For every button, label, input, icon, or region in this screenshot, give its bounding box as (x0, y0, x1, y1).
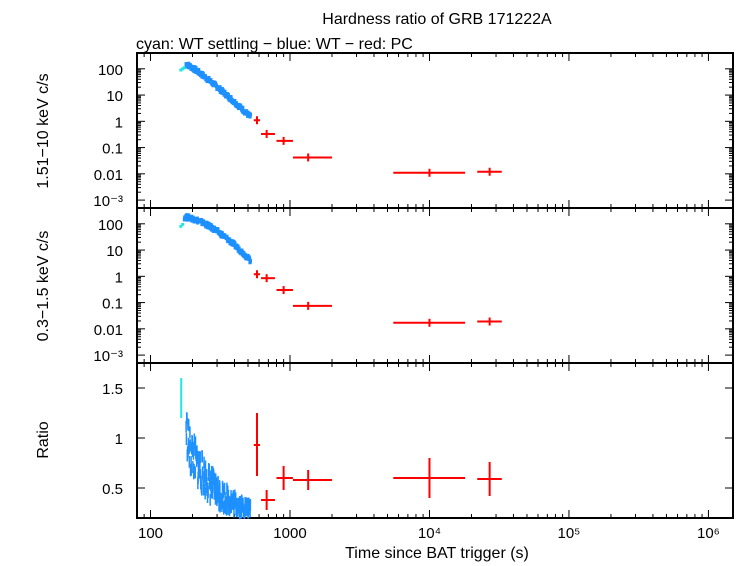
point-wt (225, 234, 229, 239)
point-wt (216, 227, 220, 232)
point-wt-settling (181, 222, 185, 226)
panel-hard: 100 10 1 0.1 0.01 10⁻³ 1.51−10 keV c/s (35, 52, 734, 210)
point-wt-settling (181, 67, 185, 71)
panel-ratio-frame (136, 362, 734, 519)
ytick-label: 0.01 (94, 322, 123, 339)
ytick-label: 1.5 (102, 381, 123, 398)
ytick-label: 100 (98, 217, 123, 234)
point-wt (236, 244, 240, 249)
point-wt (248, 259, 252, 264)
panel-soft: 100 10 1 0.1 0.01 10⁻³ 0.3−1.5 keV c/s (35, 207, 734, 365)
ylabel-soft: 0.3−1.5 keV c/s (35, 231, 52, 342)
point-wt (218, 85, 222, 90)
chart-title: Hardness ratio of GRB 171222A (322, 11, 552, 28)
point-wt (229, 95, 233, 100)
xtick-label: 10⁶ (697, 525, 720, 542)
point-wt (248, 112, 252, 117)
point-wt (226, 93, 230, 98)
xtick-label: 10⁴ (418, 525, 441, 542)
point-wt-settling (182, 66, 186, 70)
point-wt (210, 224, 215, 229)
ytick-label: 10 (106, 88, 123, 105)
chart-subtitle: cyan: WT settling − blue: WT − red: PC (136, 36, 413, 53)
point-wt-settling (179, 224, 183, 228)
ytick-label: 1 (115, 114, 123, 131)
point-wt (207, 75, 211, 80)
point-wt (233, 98, 237, 103)
ytick-label: 10⁻³ (93, 193, 123, 210)
point-wt (248, 114, 252, 119)
point-wt (248, 256, 252, 261)
ytick-label: 0.1 (102, 296, 123, 313)
point-wt (241, 105, 245, 110)
point-wt (194, 66, 198, 71)
point-wt (197, 67, 201, 72)
panel-hard-frame (136, 52, 734, 209)
point-wt (223, 89, 227, 94)
xlabel: Time since BAT trigger (s) (345, 545, 529, 562)
xtick-label: 100 (138, 525, 163, 542)
ytick-label: 1 (115, 431, 123, 448)
point-wt (201, 71, 205, 76)
panel-ratio: 1.5 1 0.5 100 1000 10⁴ 10⁵ 10⁶ Ratio (35, 362, 734, 542)
point-wt (237, 246, 241, 251)
xtick-label: 10⁵ (558, 525, 581, 542)
point-wt (233, 241, 237, 246)
ylabel-ratio: Ratio (35, 421, 52, 458)
point-wt (243, 253, 247, 258)
ytick-label: 10⁻³ (93, 348, 123, 365)
ytick-label: 0.1 (102, 141, 123, 158)
point-wt-settling (179, 68, 183, 72)
point-wt (187, 213, 191, 218)
xtick-label: 1000 (273, 525, 306, 542)
ytick-label: 1 (115, 269, 123, 286)
ytick-label: 0.01 (94, 167, 123, 184)
ytick-label: 100 (98, 62, 123, 79)
point-wt (209, 78, 213, 83)
point-wt (199, 218, 204, 223)
ytick-label: 0.5 (102, 481, 123, 498)
ylabel-hard: 1.51−10 keV c/s (35, 73, 52, 188)
panel-soft-frame (136, 207, 734, 364)
ytick-label: 10 (106, 243, 123, 260)
